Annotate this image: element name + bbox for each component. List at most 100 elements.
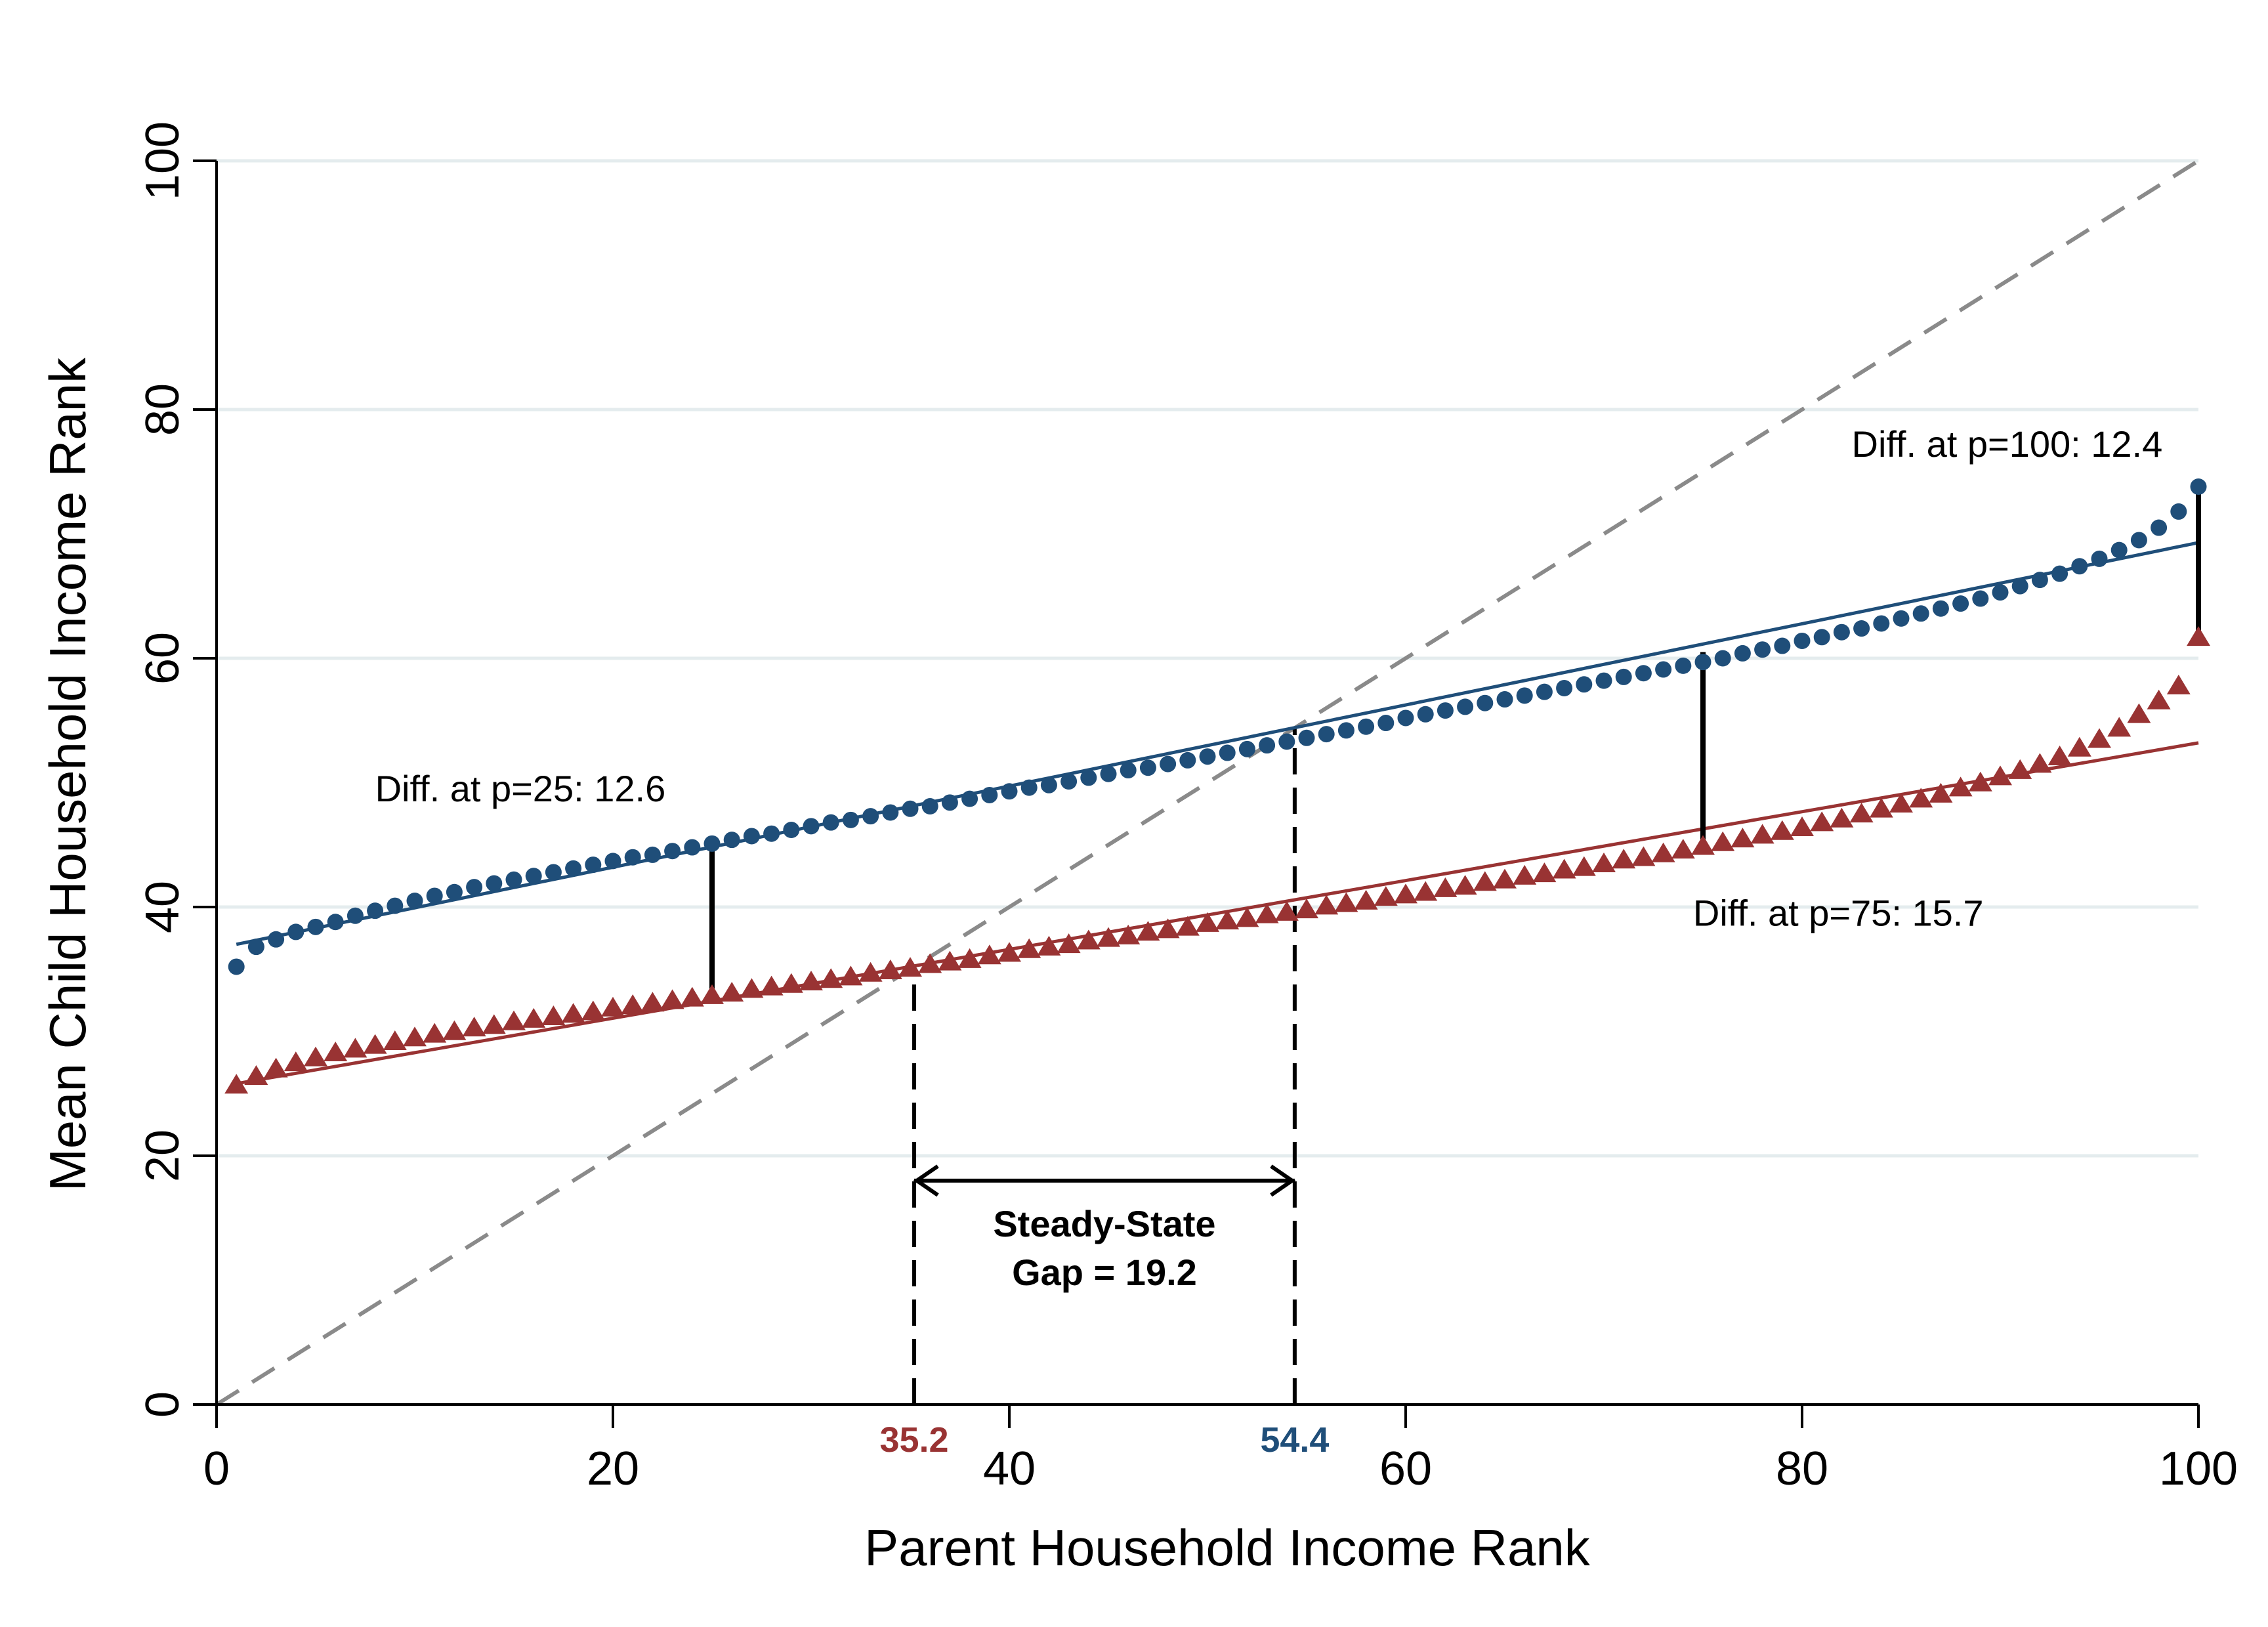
point-circle <box>664 843 681 860</box>
point-triangle <box>1057 933 1081 954</box>
point-circle <box>1675 657 1692 674</box>
point-triangle <box>1076 929 1101 950</box>
point-circle <box>565 860 582 877</box>
point-triangle <box>2067 736 2091 757</box>
point-triangle <box>284 1051 308 1072</box>
point-triangle <box>1731 828 1755 848</box>
point-circle <box>902 800 919 817</box>
point-circle <box>1893 610 1910 627</box>
x-tick-label: 60 <box>1379 1443 1432 1495</box>
point-triangle <box>1869 797 1893 818</box>
point-triangle <box>2147 689 2171 709</box>
y-axis-title: Mean Child Household Income Rank <box>39 357 96 1191</box>
point-triangle <box>998 942 1021 962</box>
point-triangle <box>2028 753 2052 773</box>
point-circle <box>1298 729 1315 746</box>
point-circle <box>763 825 780 842</box>
point-circle <box>723 832 740 849</box>
point-circle <box>842 811 859 828</box>
steady-state-arrow <box>913 1164 1296 1197</box>
point-circle <box>446 883 463 900</box>
point-circle <box>981 786 998 803</box>
point-circle <box>862 808 879 825</box>
point-triangle <box>839 965 863 986</box>
point-triangle <box>363 1034 387 1054</box>
difference-bars <box>709 484 2201 997</box>
annotation-diff-p25: Diff. at p=25: 12.6 <box>375 768 666 809</box>
point-triangle <box>938 950 962 971</box>
point-triangle <box>522 1007 546 1028</box>
point-triangle <box>1790 816 1814 837</box>
point-circle <box>525 868 542 885</box>
point-circle <box>1496 691 1513 708</box>
point-triangle <box>1136 921 1160 941</box>
point-triangle <box>1889 793 1913 813</box>
point-triangle <box>423 1023 447 1043</box>
point-triangle <box>224 1074 249 1094</box>
point-triangle <box>442 1020 467 1040</box>
point-triangle <box>1453 875 1477 895</box>
point-triangle <box>403 1026 427 1047</box>
point-triangle <box>343 1038 368 1058</box>
point-triangle <box>1156 918 1180 939</box>
fit-line-0 <box>236 541 2199 946</box>
point-circle <box>1100 765 1117 782</box>
y-tick-label: 40 <box>136 881 189 933</box>
point-circle <box>1912 605 1929 622</box>
point-triangle <box>1097 927 1120 947</box>
point-circle <box>1595 672 1612 689</box>
point-circle <box>1556 679 1573 696</box>
point-circle <box>2011 578 2028 595</box>
point-triangle <box>264 1057 288 1078</box>
point-circle <box>644 846 661 863</box>
point-triangle <box>2166 674 2191 694</box>
point-triangle <box>1929 782 1953 803</box>
point-circle <box>1932 600 1949 617</box>
point-circle <box>1160 755 1177 772</box>
point-circle <box>1635 665 1652 682</box>
point-circle <box>961 790 978 807</box>
point-triangle <box>1750 824 1774 844</box>
steady-state-left-value: 35.2 <box>879 1420 948 1460</box>
x-tick-label: 100 <box>2159 1443 2238 1495</box>
steady-state-gap-label-line2: Gap = 19.2 <box>1012 1252 1197 1293</box>
point-circle <box>1397 709 1414 727</box>
point-circle <box>1040 776 1057 793</box>
point-triangle <box>1354 889 1378 910</box>
x-tick-label: 40 <box>983 1443 1036 1495</box>
point-circle <box>2110 541 2128 559</box>
point-circle <box>2130 532 2147 549</box>
gap-arrow-head-left <box>913 1164 939 1197</box>
point-triangle <box>1433 877 1458 897</box>
point-circle <box>941 794 958 811</box>
point-circle <box>466 879 483 896</box>
point-triangle <box>1532 862 1557 883</box>
point-triangle <box>2187 626 2210 646</box>
steady-state-right-value: 54.4 <box>1260 1420 1329 1460</box>
point-triangle <box>1810 811 1834 832</box>
point-circle <box>1020 779 1038 796</box>
point-circle <box>1199 748 1216 765</box>
point-triangle <box>2088 728 2111 748</box>
point-circle <box>406 893 423 910</box>
point-circle <box>1576 676 1593 693</box>
point-circle <box>783 822 800 839</box>
point-circle <box>228 958 245 975</box>
point-triangle <box>1196 912 1219 932</box>
steady-state-gap-label-line1: Steady-State <box>993 1203 1215 1244</box>
point-circle <box>1139 759 1156 776</box>
point-triangle <box>1770 820 1794 840</box>
point-triangle <box>1612 849 1636 869</box>
point-triangle <box>244 1065 268 1086</box>
point-circle <box>585 856 602 874</box>
point-circle <box>1853 620 1870 637</box>
point-circle <box>2190 478 2207 495</box>
point-triangle <box>561 1003 585 1023</box>
point-circle <box>1001 783 1018 800</box>
point-circle <box>704 835 721 852</box>
point-circle <box>2151 519 2168 536</box>
point-circle <box>684 839 701 856</box>
point-circle <box>268 931 285 948</box>
point-triangle <box>462 1017 486 1037</box>
